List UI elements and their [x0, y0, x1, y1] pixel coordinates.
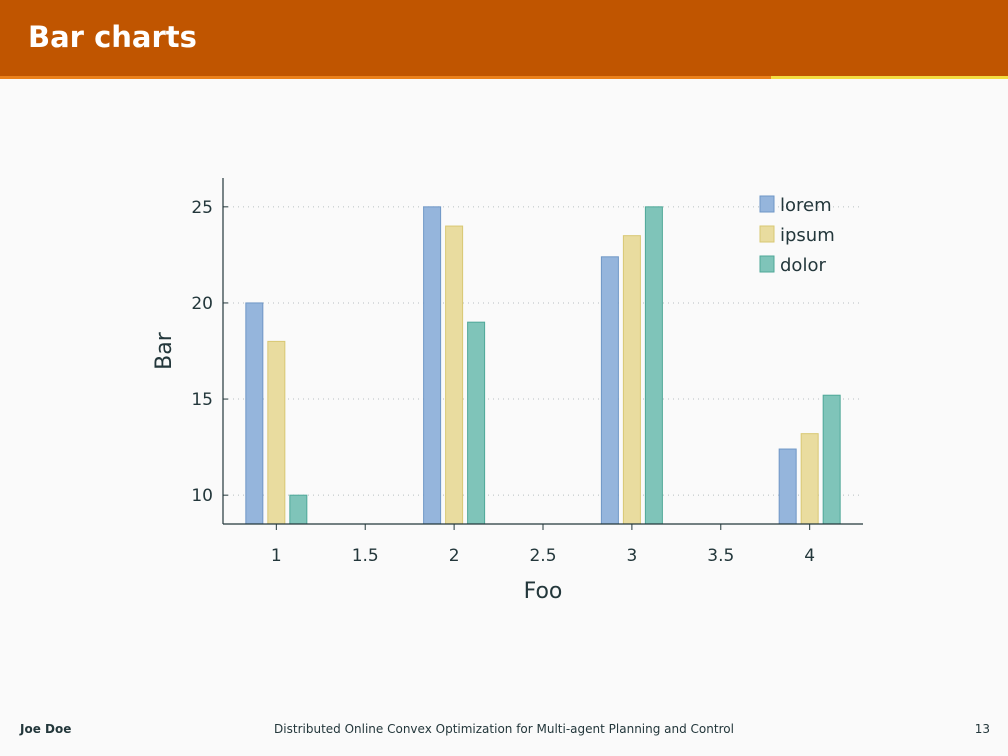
bar-ipsum	[445, 225, 464, 525]
y-tick-label: 25	[191, 198, 213, 218]
grid-lines	[223, 206, 863, 496]
bar-dolor	[822, 394, 841, 525]
x-tick-label: 4	[804, 546, 815, 566]
y-tick-label: 10	[191, 486, 213, 506]
bar-lorem	[245, 302, 264, 525]
legend-label-dolor: dolor	[780, 255, 826, 276]
bar-ipsum	[267, 340, 286, 525]
legend-label-ipsum: ipsum	[780, 225, 835, 246]
x-tick-label: 2.5	[529, 546, 556, 566]
slide-header: Bar charts	[0, 0, 1008, 76]
bar-lorem	[423, 206, 442, 525]
progress-fill	[0, 76, 772, 79]
y-axis-label: Bar	[152, 331, 177, 370]
legend-label-lorem: lorem	[780, 195, 832, 216]
bars	[245, 206, 841, 525]
x-tick-label: 3	[626, 546, 637, 566]
legend: lorem ipsum dolor	[759, 195, 835, 276]
bar-ipsum	[622, 235, 641, 525]
legend-swatch-lorem	[759, 195, 775, 213]
x-axis-label: Foo	[524, 579, 563, 604]
footer-author: Joe Doe	[20, 722, 72, 736]
bar-dolor	[467, 321, 486, 525]
bar-lorem	[778, 448, 797, 525]
slide-title: Bar charts	[28, 20, 197, 54]
y-tick-label: 15	[191, 390, 213, 410]
bar-dolor	[644, 206, 663, 525]
y-tick-label: 20	[191, 294, 213, 314]
page-number: 13	[974, 722, 990, 736]
x-tick-label: 1	[271, 546, 282, 566]
progress-bar	[0, 76, 1008, 79]
bar-lorem	[600, 256, 619, 525]
footer: Joe Doe Distributed Online Convex Optimi…	[0, 722, 1008, 742]
bar-chart: 10 15 20 25 1 1.5 2 2.5 3 3.5 4 Foo Bar lorem ipsum…	[152, 178, 863, 604]
bar-ipsum	[800, 433, 819, 525]
axes	[222, 178, 863, 530]
x-tick-label: 1.5	[352, 546, 379, 566]
tick-labels: 10 15 20 25 1 1.5 2 2.5 3 3.5 4	[191, 198, 815, 566]
legend-swatch-dolor	[759, 255, 775, 273]
x-tick-label: 2	[449, 546, 460, 566]
x-tick-label: 3.5	[707, 546, 734, 566]
bar-dolor	[289, 494, 308, 525]
footer-title: Distributed Online Convex Optimization f…	[274, 722, 734, 736]
legend-swatch-ipsum	[759, 225, 775, 243]
